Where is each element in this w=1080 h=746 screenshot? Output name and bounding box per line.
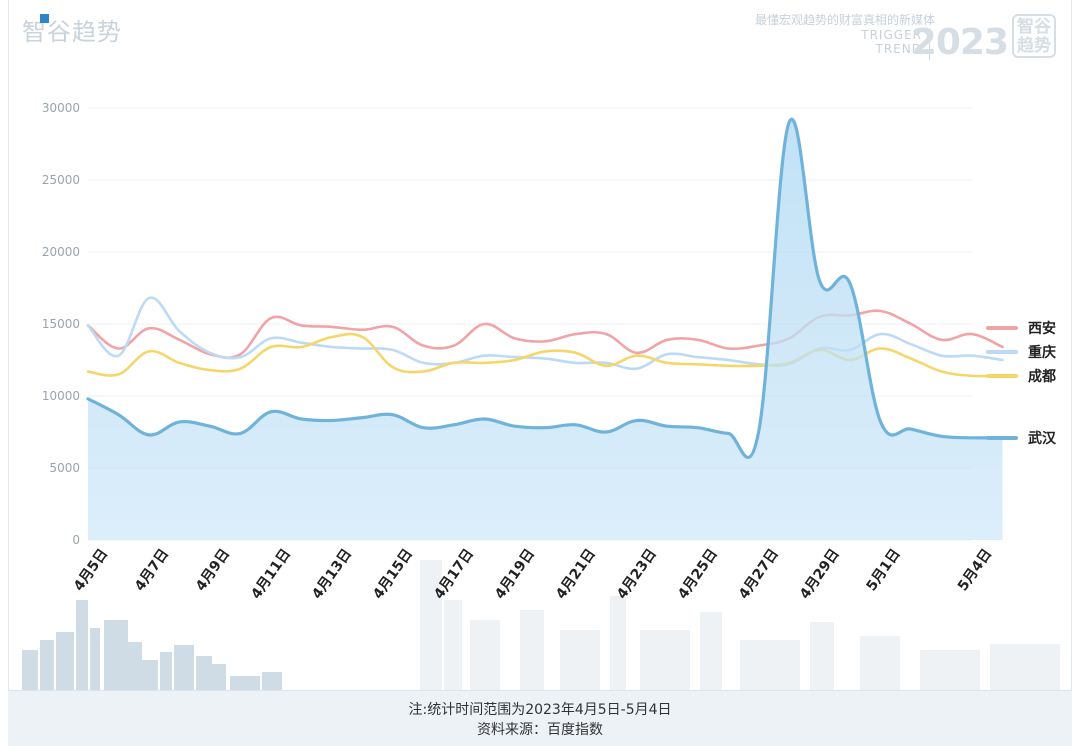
x-tick-label: 4月23日 <box>614 546 660 602</box>
skyline-building <box>56 632 74 690</box>
skyline-building <box>174 645 194 690</box>
x-tick-label: 4月19日 <box>492 546 538 602</box>
brand-divider <box>929 30 930 60</box>
series-area-wuhan <box>88 119 1003 540</box>
x-tick-label: 4月21日 <box>553 546 599 602</box>
legend-label-chengdu: 成都 <box>1028 368 1056 385</box>
skyline-building <box>160 652 172 690</box>
skyline-building <box>90 628 100 690</box>
footer: 注:统计时间范围为2023年4月5日-5月4日 资料来源：百度指数 <box>8 690 1072 746</box>
y-tick-label: 25000 <box>42 173 80 187</box>
series-line-wuhan <box>86 117 1005 460</box>
footer-source: 资料来源：百度指数 <box>477 722 603 738</box>
skyline-building <box>520 610 544 690</box>
y-axis: 0 5000 10000 15000 20000 25000 30000 <box>42 101 80 547</box>
x-tick-label: 5月4日 <box>955 546 995 594</box>
y-tick-label: 10000 <box>42 389 80 403</box>
y-tick-label: 30000 <box>42 101 80 115</box>
skyline-building <box>142 660 158 690</box>
x-tick-label: 4月27日 <box>736 546 782 602</box>
brand-trigger: TRIGGER <box>861 28 922 42</box>
x-tick-label: 4月5日 <box>71 546 111 594</box>
brand-logo: 智谷 趋势 <box>1012 14 1056 58</box>
skyline-building <box>990 644 1060 690</box>
x-tick-label: 4月25日 <box>675 546 721 602</box>
skyline-building <box>420 560 442 690</box>
x-tick-label: 4月9日 <box>193 546 233 594</box>
x-tick-label: 4月11日 <box>248 546 294 602</box>
skyline-building <box>196 656 212 690</box>
brand-slogan: 最懂宏观趋势的财富真相的新媒体 <box>754 13 935 27</box>
brand-logo-bottom: 趋势 <box>1017 36 1051 56</box>
line-chart: 0 5000 10000 15000 20000 25000 30000 4月5日 4月7日 4… <box>22 101 1060 690</box>
skyline-building <box>810 622 834 690</box>
x-tick-label: 4月13日 <box>309 546 355 602</box>
skyline-building <box>444 600 462 690</box>
skyline-building <box>560 630 600 690</box>
skyline-building <box>104 620 128 690</box>
y-tick-label: 0 <box>72 533 80 547</box>
x-tick-label: 4月29日 <box>797 546 843 602</box>
skyline-building <box>640 630 690 690</box>
skyline-building <box>230 676 260 690</box>
skyline-building <box>700 612 722 690</box>
skyline-building <box>610 596 626 690</box>
legend-label-wuhan: 武汉 <box>1028 430 1057 447</box>
skyline-building <box>40 640 54 690</box>
footer-note: 注:统计时间范围为2023年4月5日-5月4日 <box>408 702 672 718</box>
skyline-building <box>920 650 980 690</box>
skyline-building <box>262 672 282 690</box>
skyline-building <box>860 636 900 690</box>
skyline-decoration <box>22 560 1060 690</box>
legend-label-xian: 西安 <box>1028 320 1056 337</box>
brand-trigger-trend: TRIGGER TREND <box>861 28 922 56</box>
y-tick-label: 5000 <box>49 461 80 475</box>
skyline-building <box>22 650 38 690</box>
x-axis: 4月5日 4月7日 4月9日 4月11日 4月13日 4月15日 4月17日 4月19日 4月2… <box>71 546 995 602</box>
brand-trend: TREND <box>875 42 922 56</box>
legend-label-chongqing: 重庆 <box>1028 344 1056 361</box>
brand-square-icon <box>40 14 49 23</box>
brand-year: 2023 <box>911 22 1009 63</box>
skyline-building <box>76 600 88 690</box>
y-tick-label: 15000 <box>42 317 80 331</box>
x-tick-label: 4月15日 <box>370 546 416 602</box>
brand-title: 智谷趋势 <box>22 18 122 46</box>
skyline-building <box>128 642 142 690</box>
chart-series <box>86 117 1005 540</box>
y-tick-label: 20000 <box>42 245 80 259</box>
skyline-building <box>740 640 800 690</box>
x-tick-label: 4月7日 <box>132 546 172 594</box>
x-tick-label: 5月1日 <box>863 546 903 594</box>
skyline-building <box>470 620 500 690</box>
brand-logo-top: 智谷 <box>1017 17 1051 37</box>
skyline-building <box>212 664 226 690</box>
